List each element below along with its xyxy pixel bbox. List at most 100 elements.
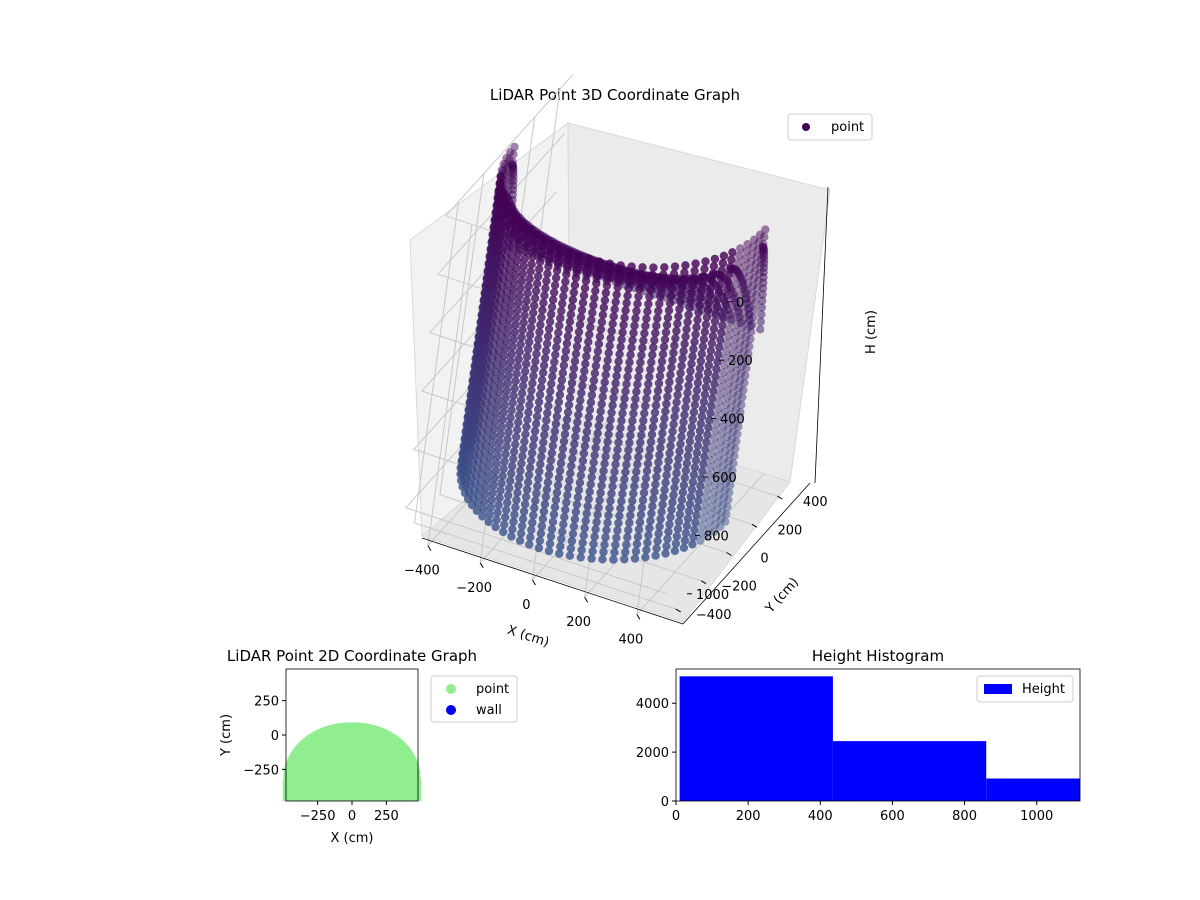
data-point-3d <box>715 397 724 406</box>
data-point-3d <box>521 430 530 439</box>
data-point-3d <box>601 288 611 298</box>
data-point-3d <box>665 520 674 529</box>
data-point-3d <box>567 536 577 546</box>
data-point-3d <box>710 317 720 326</box>
data-point-3d <box>627 262 636 271</box>
data-point-3d <box>703 368 713 377</box>
data-point-3d <box>508 525 517 534</box>
data-point-3d <box>677 290 686 299</box>
data-point-3d <box>590 451 599 460</box>
data-point-3d <box>550 427 560 436</box>
data-point-3d <box>718 375 727 385</box>
data-point-3d <box>689 408 699 417</box>
data-point-3d <box>683 451 693 461</box>
data-point-3d <box>604 348 613 358</box>
data-point-3d <box>556 542 565 551</box>
data-point-3d <box>669 420 678 429</box>
data-point-3d <box>761 225 770 234</box>
data-point-3d <box>678 354 687 363</box>
legend-hist-label: Height <box>1022 682 1065 697</box>
data-point-3d <box>568 295 578 304</box>
data-point-3d <box>517 333 526 342</box>
data-point-3d <box>562 498 571 507</box>
data-point-3d <box>551 273 561 283</box>
data-point-3d <box>595 414 604 423</box>
data-point-3d <box>700 507 709 516</box>
data-point-3d <box>509 517 518 527</box>
data-point-3d <box>615 511 624 520</box>
data-point-3d <box>499 464 508 473</box>
data-point-3d <box>712 419 721 428</box>
data-point-3d <box>640 409 649 418</box>
data-point-3d <box>602 363 611 372</box>
data-point-3d <box>651 328 660 338</box>
data-point-3d <box>632 387 641 396</box>
data-point-3d <box>550 503 560 512</box>
data-point-3d <box>631 314 640 323</box>
x-tick-label-hist: 400 <box>808 809 833 824</box>
data-point-3d <box>565 551 575 560</box>
data-point-3d <box>611 297 620 307</box>
data-point-3d <box>659 421 668 431</box>
data-point-3d <box>653 386 663 395</box>
data-point-3d <box>548 295 558 304</box>
data-point-3d <box>611 460 620 469</box>
legend-2d-point-marker <box>446 684 456 694</box>
data-point-3d <box>539 438 548 447</box>
data-point-3d <box>700 264 709 273</box>
data-point-3d <box>576 313 586 322</box>
data-point-3d <box>686 295 695 305</box>
data-point-3d <box>513 256 522 266</box>
data-point-3d <box>503 435 512 444</box>
data-point-3d <box>699 335 709 344</box>
data-point-3d <box>545 317 555 326</box>
data-point-3d <box>688 352 697 361</box>
data-point-3d <box>700 390 710 399</box>
data-point-3d <box>620 394 629 403</box>
data-point-3d <box>629 328 638 338</box>
data-point-3d <box>520 374 529 383</box>
data-point-3d <box>509 335 518 344</box>
data-point-3d <box>663 392 672 401</box>
data-point-3d <box>549 434 559 443</box>
data-point-3d <box>500 400 509 410</box>
data-point-3d <box>644 299 653 309</box>
data-point-3d <box>555 244 565 253</box>
data-point-3d <box>687 288 696 297</box>
data-point-3d <box>625 438 634 447</box>
data-point-3d <box>501 513 510 522</box>
data-point-3d <box>564 483 573 493</box>
data-point-3d <box>682 396 691 405</box>
data-point-3d <box>628 336 637 345</box>
data-point-3d <box>681 403 690 412</box>
data-point-3d <box>667 505 676 514</box>
data-point-3d <box>621 547 630 557</box>
data-point-3d <box>702 375 712 385</box>
data-point-3d <box>530 364 539 373</box>
data-point-3d <box>620 555 629 564</box>
data-point-3d <box>707 456 716 465</box>
data-point-3d <box>607 489 616 498</box>
data-point-3d <box>676 297 685 306</box>
data-point-3d <box>527 448 537 458</box>
data-point-3d <box>625 518 634 527</box>
data-point-3d <box>535 390 545 399</box>
data-point-3d <box>707 401 716 410</box>
data-point-3d <box>531 419 541 429</box>
data-point-3d <box>672 326 681 336</box>
data-point-3d <box>551 419 561 429</box>
data-point-3d <box>605 504 614 513</box>
data-point-3d <box>574 251 584 261</box>
data-point-3d <box>563 332 573 341</box>
data-point-3d <box>659 493 668 502</box>
data-point-3d <box>547 448 557 458</box>
data-point-3d <box>618 328 627 337</box>
data-point-3d <box>498 366 507 375</box>
data-point-3d <box>593 429 602 438</box>
data-point-3d <box>531 357 540 366</box>
data-point-3d <box>685 499 695 509</box>
data-point-3d <box>600 459 609 468</box>
data-point-3d <box>604 511 613 520</box>
legend-hist-swatch <box>984 684 1012 694</box>
data-point-3d <box>587 554 596 563</box>
